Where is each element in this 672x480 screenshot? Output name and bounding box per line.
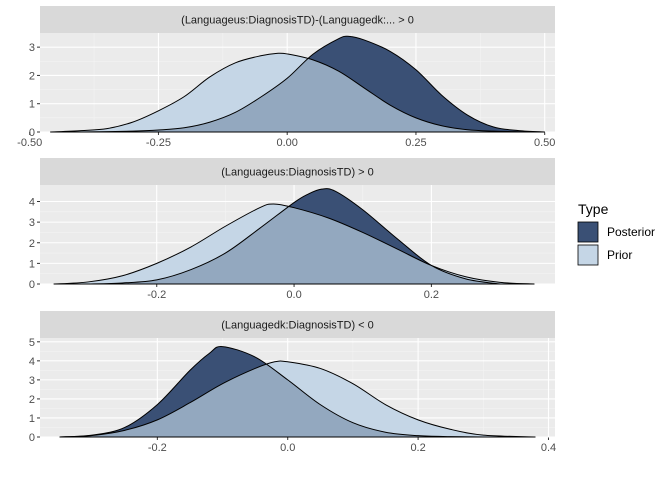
y-tick-label: 1 bbox=[29, 258, 35, 270]
facet-panel-1: (Languageus:DiagnosisTD)-(Languagedk:...… bbox=[17, 6, 555, 149]
facet-strip bbox=[40, 6, 555, 33]
x-tick-label: 0.2 bbox=[424, 289, 439, 301]
density-posterior-outline bbox=[88, 188, 501, 285]
x-tick-label: -0.2 bbox=[148, 442, 167, 454]
legend-key-prior bbox=[577, 244, 599, 266]
x-tick-label: 0.2 bbox=[410, 442, 425, 454]
density-posterior-outline bbox=[81, 35, 545, 133]
y-tick-label: 4 bbox=[29, 197, 35, 209]
legend-title: Type bbox=[578, 201, 609, 217]
density-prior-outline bbox=[53, 203, 535, 285]
facet-strip bbox=[40, 311, 555, 338]
x-tick-label: -0.2 bbox=[147, 289, 166, 301]
legend-label-prior: Prior bbox=[607, 248, 632, 262]
x-tick-label: 0.25 bbox=[405, 137, 426, 149]
density-overlap bbox=[88, 203, 501, 284]
y-tick-label: 2 bbox=[29, 238, 35, 250]
facet-title: (Languageus:DiagnosisTD) > 0 bbox=[221, 167, 374, 179]
y-tick-label: 0 bbox=[29, 432, 35, 444]
x-tick-label: -0.50 bbox=[17, 137, 42, 149]
density-prior-outline bbox=[50, 52, 545, 133]
y-tick-label: 3 bbox=[29, 375, 35, 387]
x-tick-label: 0.0 bbox=[280, 442, 295, 454]
x-tick-label: 0.00 bbox=[276, 137, 297, 149]
x-tick-label: -0.25 bbox=[146, 137, 171, 149]
legend-key-posterior bbox=[577, 221, 599, 243]
y-tick-label: 0 bbox=[29, 127, 35, 139]
facet-strip bbox=[40, 158, 555, 185]
y-tick-label: 2 bbox=[29, 70, 35, 82]
legend: Type Posterior Prior bbox=[577, 201, 655, 266]
y-tick-label: 5 bbox=[29, 337, 35, 349]
facet-title: (Languageus:DiagnosisTD)-(Languagedk:...… bbox=[181, 15, 414, 27]
x-tick-label: 0.4 bbox=[541, 442, 556, 454]
y-tick-label: 2 bbox=[29, 394, 35, 406]
y-tick-label: 0 bbox=[29, 279, 35, 291]
density-posterior-outline bbox=[59, 346, 484, 438]
y-tick-label: 3 bbox=[29, 42, 35, 54]
y-tick-label: 4 bbox=[29, 356, 35, 368]
density-prior-outline bbox=[59, 360, 536, 438]
facet-title: (Languagedk:DiagnosisTD) < 0 bbox=[221, 320, 374, 332]
facet-panel-2: (Languageus:DiagnosisTD) > 0 -0.2 0.0 0.2 0 1… bbox=[29, 158, 555, 301]
y-tick-label: 3 bbox=[29, 217, 35, 229]
facet-panel-3: (Languagedk:DiagnosisTD) < 0 -0.2 0.0 0.2 0.… bbox=[29, 311, 556, 454]
legend-label-posterior: Posterior bbox=[607, 225, 655, 239]
y-tick-label: 1 bbox=[29, 99, 35, 111]
x-tick-label: 0.50 bbox=[534, 137, 555, 149]
x-tick-label: 0.0 bbox=[286, 289, 301, 301]
y-tick-label: 1 bbox=[29, 413, 35, 425]
